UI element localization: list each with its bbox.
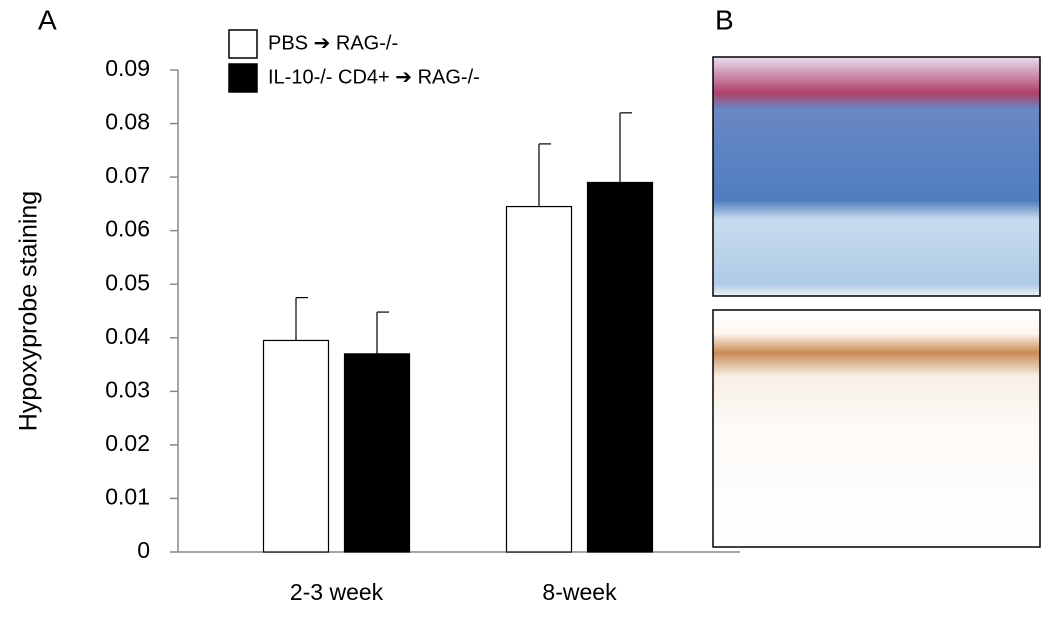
panel-label: B (715, 4, 734, 35)
y-tick-label: 0.07 (105, 162, 150, 188)
legend-label: PBS ➔ RAG-/- (268, 32, 398, 54)
y-tick-label: 0.01 (105, 484, 150, 510)
y-tick-label: 0.02 (105, 430, 150, 456)
histology-image-bottom (712, 309, 1041, 548)
histology-image-top (712, 56, 1041, 297)
bar (343, 353, 411, 553)
bar (586, 181, 654, 553)
x-tick-label: 2-3 week (290, 579, 384, 605)
y-tick-label: 0.03 (105, 376, 150, 402)
x-tick-label: 8-week (542, 579, 617, 605)
y-tick-label: 0.09 (105, 55, 150, 81)
bar (505, 205, 573, 553)
y-tick-label: 0.05 (105, 269, 150, 295)
bar (262, 339, 330, 553)
y-tick-label: 0 (137, 537, 150, 563)
legend-label: IL-10-/- CD4+ ➔ RAG-/- (268, 66, 480, 88)
legend-swatch (228, 29, 258, 59)
y-tick-label: 0.04 (105, 323, 150, 349)
panel-label: A (38, 4, 57, 35)
legend-swatch (228, 63, 258, 93)
y-axis-label: Hypoxyprobe staining (15, 191, 43, 431)
y-tick-label: 0.08 (105, 109, 150, 135)
y-tick-label: 0.06 (105, 216, 150, 242)
